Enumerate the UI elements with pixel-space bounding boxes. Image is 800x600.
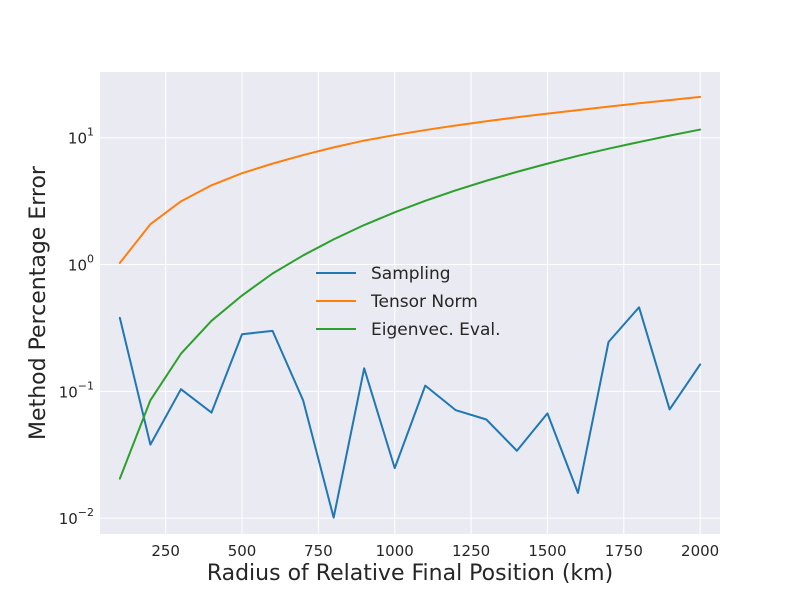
legend-label: Sampling [371,264,451,284]
series-line-tensor-norm [118,95,702,264]
x-tick-label: 1500 [528,542,566,560]
plot-background [100,72,720,534]
x-tick-labels: 250 500 750 1000 1250 1500 1750 2000 [151,542,719,560]
y-tick-label: 10−2 [59,506,94,528]
legend-label: Eigenvec. Eval. [371,320,501,340]
y-tick-label: 101 [68,126,94,148]
series-line-eigenvec-eval [118,128,702,480]
x-tick-label: 1750 [605,542,643,560]
x-tick-label: 750 [304,542,333,560]
legend-label: Tensor Norm [370,292,478,312]
grid [100,72,720,534]
x-tick-label: 500 [228,542,257,560]
y-tick-label: 100 [68,253,94,275]
x-axis-label: Radius of Relative Final Position (km) [207,561,613,586]
x-tick-label: 1000 [376,542,414,560]
y-axis-label: Method Percentage Error [26,165,51,440]
x-tick-label: 250 [151,542,180,560]
series-line-sampling [118,306,702,519]
x-tick-label: 1250 [452,542,490,560]
series-group [118,95,702,519]
x-tick-label: 2000 [681,542,719,560]
y-tick-label: 10−1 [59,379,94,401]
legend: Sampling Tensor Norm Eigenvec. Eval. [316,264,501,340]
y-tick-labels: 10−2 10−1 100 101 [59,126,94,528]
